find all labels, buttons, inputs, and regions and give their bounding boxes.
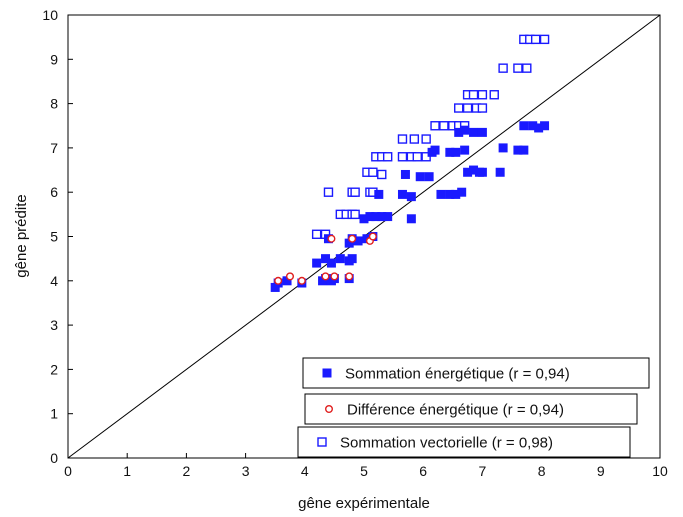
- data-point: [477, 167, 487, 177]
- y-axis-ticks: 0 1 2 3 4 5 6 7 8 9 10: [42, 7, 73, 466]
- data-point: [540, 121, 550, 131]
- legend-marker: [317, 437, 327, 447]
- y-tick-label: 4: [50, 273, 58, 289]
- data-point: [539, 34, 550, 45]
- data-point: [430, 121, 440, 131]
- x-tick-label: 6: [419, 463, 427, 479]
- data-point: [400, 169, 410, 179]
- data-point: [406, 214, 416, 224]
- data-point: [477, 127, 487, 137]
- data-point: [330, 272, 339, 281]
- y-tick-label: 3: [50, 317, 58, 333]
- data-point: [460, 125, 470, 135]
- x-axis-title: gêne expérimentale: [298, 495, 430, 512]
- data-point: [368, 167, 378, 177]
- y-tick-label: 0: [50, 450, 58, 466]
- data-point: [312, 258, 322, 268]
- data-point: [311, 229, 322, 239]
- x-tick-label: 5: [360, 463, 368, 479]
- legend: Sommation énergétique (r = 0,94) Différen…: [297, 357, 650, 458]
- data-point: [424, 172, 434, 182]
- data-point: [451, 147, 461, 157]
- x-tick-label: 4: [301, 463, 309, 479]
- data-point: [274, 276, 283, 285]
- legend-box: [302, 357, 650, 389]
- data-point: [397, 152, 408, 162]
- data-point: [519, 121, 529, 131]
- data-point: [345, 272, 354, 281]
- data-point: [377, 169, 387, 180]
- legend-label: Différence énergétique (r = 0,94): [347, 402, 564, 419]
- data-point: [412, 152, 422, 162]
- legend-box: [297, 426, 631, 458]
- data-point: [454, 103, 464, 113]
- y-tick-label: 7: [50, 140, 58, 156]
- y-tick-label: 10: [42, 7, 58, 23]
- data-points: [270, 34, 550, 292]
- y-tick-label: 1: [50, 406, 58, 422]
- data-point: [286, 272, 295, 281]
- y-axis-title: gêne prédite: [13, 194, 30, 277]
- legend-label: Sommation énergétique (r = 0,94): [345, 366, 570, 383]
- x-tick-label: 2: [183, 463, 191, 479]
- data-point: [374, 189, 384, 199]
- y-tick-label: 2: [50, 361, 58, 377]
- data-point: [327, 234, 336, 243]
- y-tick-label: 8: [50, 96, 58, 112]
- data-point: [477, 103, 488, 113]
- data-point: [383, 212, 393, 222]
- y-tick-label: 9: [50, 51, 58, 67]
- data-point: [469, 127, 479, 137]
- data-point: [519, 145, 529, 155]
- data-point: [522, 63, 532, 73]
- data-point: [368, 232, 377, 241]
- data-point: [323, 187, 334, 197]
- data-point: [382, 152, 393, 162]
- x-tick-label: 3: [242, 463, 250, 479]
- data-point: [415, 172, 425, 182]
- data-point: [530, 34, 541, 45]
- data-point: [498, 63, 508, 73]
- data-point: [489, 90, 499, 100]
- legend-marker: [322, 368, 332, 378]
- legend-marker: [325, 405, 334, 414]
- data-point: [457, 187, 467, 197]
- y-tick-label: 5: [50, 229, 58, 245]
- data-point: [350, 209, 360, 220]
- x-tick-label: 8: [538, 463, 546, 479]
- data-point: [439, 121, 449, 131]
- x-tick-label: 1: [123, 463, 131, 479]
- data-point: [495, 167, 505, 177]
- data-point: [430, 145, 440, 155]
- data-point: [321, 272, 330, 281]
- legend-label: Sommation vectorielle (r = 0,98): [340, 435, 553, 452]
- data-point: [513, 63, 523, 73]
- data-point: [397, 189, 407, 199]
- data-point: [335, 254, 345, 264]
- data-point: [436, 189, 446, 199]
- data-point: [326, 258, 336, 268]
- x-tick-label: 0: [64, 463, 72, 479]
- data-point: [468, 90, 479, 100]
- data-point: [397, 134, 408, 144]
- data-point: [409, 134, 420, 144]
- data-point: [460, 145, 470, 155]
- data-point: [462, 103, 473, 113]
- data-point: [498, 143, 508, 153]
- legend-box: [304, 393, 638, 425]
- data-point: [297, 276, 306, 285]
- data-point: [477, 90, 488, 100]
- x-tick-label: 10: [652, 463, 668, 479]
- x-tick-label: 9: [597, 463, 605, 479]
- x-tick-label: 7: [479, 463, 487, 479]
- data-point: [406, 192, 416, 202]
- data-point: [348, 234, 357, 243]
- y-tick-label: 6: [50, 184, 58, 200]
- data-point: [421, 134, 431, 144]
- data-point: [347, 254, 357, 264]
- data-point: [350, 187, 360, 197]
